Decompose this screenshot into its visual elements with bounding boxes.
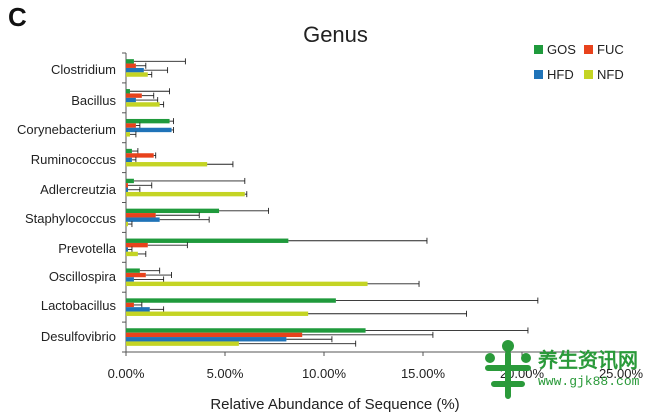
x-tick-label: 15.00% <box>400 366 446 381</box>
bar-gos-bacillus <box>126 89 130 94</box>
legend-label-nfd: NFD <box>597 67 624 82</box>
bar-fuc-ruminococcus <box>126 153 154 158</box>
legend-item-fuc: FUC <box>584 42 624 57</box>
y-tick-label: Staphylococcus <box>24 211 116 226</box>
bar-fuc-clostridium <box>126 63 136 68</box>
bar-nfd-corynebacterium <box>126 132 130 137</box>
y-tick-label: Clostridium <box>50 62 116 77</box>
bar-hfd-prevotella <box>126 247 128 252</box>
y-tick-label: Ruminococcus <box>30 152 116 167</box>
bar-nfd-bacillus <box>126 102 160 107</box>
bar-gos-prevotella <box>126 238 289 243</box>
x-tick-label: 10.00% <box>301 366 347 381</box>
bar-hfd-lactobacillus <box>126 307 150 312</box>
legend-item-gos: GOS <box>534 42 576 57</box>
bar-fuc-bacillus <box>126 93 142 98</box>
bar-gos-adlercreutzia <box>126 178 134 184</box>
legend-swatch-hfd <box>534 70 543 79</box>
bar-fuc-staphylococcus <box>126 213 156 218</box>
bar-nfd-adlercreutzia <box>126 191 245 197</box>
panel-label: C <box>8 2 27 32</box>
legend-label-fuc: FUC <box>597 42 624 57</box>
bar-nfd-prevotella <box>126 251 138 257</box>
x-tick-label: 25.00% <box>598 366 644 381</box>
bar-hfd-staphylococcus <box>126 217 160 222</box>
legend-swatch-gos <box>534 45 543 54</box>
bar-gos-lactobacillus <box>126 298 336 303</box>
bar-nfd-clostridium <box>126 72 148 77</box>
bar-fuc-corynebacterium <box>126 123 136 128</box>
y-tick-label: Bacillus <box>71 93 116 108</box>
x-tick-label: 5.00% <box>206 366 244 381</box>
bar-hfd-adlercreutzia <box>126 187 128 192</box>
legend-label-gos: GOS <box>547 42 576 57</box>
bar-hfd-ruminococcus <box>126 157 132 163</box>
y-tick-label: Adlercreutzia <box>40 182 116 197</box>
y-tick-label: Desulfovibrio <box>40 329 116 344</box>
legend-item-nfd: NFD <box>584 67 624 82</box>
chart-title: Genus <box>303 22 368 47</box>
bar-nfd-desulfovibrio <box>126 341 239 346</box>
watermark-text: 养生资讯网 <box>538 350 638 372</box>
bar-hfd-bacillus <box>126 97 136 103</box>
y-tick-label: Lactobacillus <box>40 298 116 313</box>
bar-gos-ruminococcus <box>126 148 132 154</box>
watermark-url: www.gjk88.com <box>538 374 640 389</box>
bar-fuc-desulfovibrio <box>126 332 303 338</box>
bar-fuc-oscillospira <box>126 272 146 278</box>
bar-nfd-staphylococcus <box>126 221 128 227</box>
bar-hfd-oscillospira <box>126 277 134 282</box>
bar-gos-staphylococcus <box>126 208 220 214</box>
bar-nfd-ruminococcus <box>126 162 208 167</box>
bar-nfd-oscillospira <box>126 281 368 287</box>
legend-item-hfd: HFD <box>534 67 574 82</box>
y-tick-label: Prevotella <box>58 241 116 256</box>
bar-nfd-lactobacillus <box>126 311 309 316</box>
x-axis-label: Relative Abundance of Sequence (%) <box>210 396 460 413</box>
bar-fuc-prevotella <box>126 242 148 248</box>
bar-gos-clostridium <box>126 59 134 64</box>
bar-fuc-adlercreutzia <box>126 183 128 188</box>
legend-swatch-fuc <box>584 45 593 54</box>
bar-hfd-desulfovibrio <box>126 337 287 342</box>
x-tick-label: 0.00% <box>107 366 145 381</box>
bar-gos-corynebacterium <box>126 118 170 124</box>
bar-gos-desulfovibrio <box>126 328 366 333</box>
bar-fuc-lactobacillus <box>126 302 134 308</box>
bar-hfd-clostridium <box>126 67 144 73</box>
y-tick-label: Corynebacterium <box>17 122 116 137</box>
bar-hfd-corynebacterium <box>126 127 172 133</box>
y-tick-label: Oscillospira <box>48 269 116 284</box>
watermark: 养生资讯网 www.gjk88.com <box>478 336 668 406</box>
watermark-logo-icon <box>485 340 531 399</box>
legend-label-hfd: HFD <box>547 67 574 82</box>
legend-swatch-nfd <box>584 70 593 79</box>
bar-gos-oscillospira <box>126 268 140 273</box>
